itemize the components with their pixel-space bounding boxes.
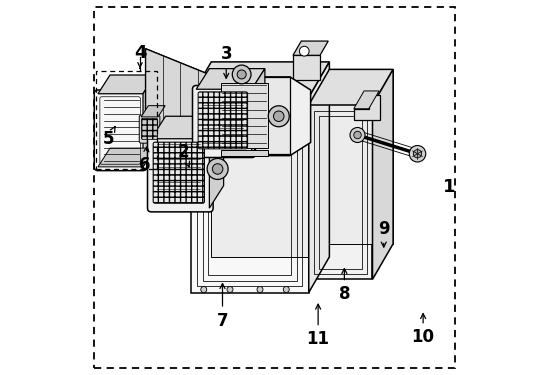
Circle shape <box>299 46 309 56</box>
Circle shape <box>273 111 284 122</box>
FancyBboxPatch shape <box>153 142 205 203</box>
Circle shape <box>409 146 426 162</box>
Text: 5: 5 <box>102 127 115 148</box>
Circle shape <box>354 131 361 139</box>
Circle shape <box>201 286 207 292</box>
Text: 6: 6 <box>139 147 151 174</box>
Polygon shape <box>252 69 265 154</box>
Polygon shape <box>221 83 267 148</box>
Text: 8: 8 <box>339 268 350 303</box>
Circle shape <box>227 286 233 292</box>
FancyBboxPatch shape <box>94 90 147 171</box>
Polygon shape <box>372 69 393 279</box>
Circle shape <box>237 70 246 79</box>
Text: 1: 1 <box>443 178 455 196</box>
Polygon shape <box>191 98 309 292</box>
Polygon shape <box>293 41 328 56</box>
Polygon shape <box>141 106 165 117</box>
Circle shape <box>350 128 365 142</box>
Polygon shape <box>354 94 380 120</box>
Text: 7: 7 <box>217 284 228 330</box>
Text: 10: 10 <box>411 314 434 346</box>
Text: 3: 3 <box>221 45 232 78</box>
Polygon shape <box>98 148 155 167</box>
Polygon shape <box>211 62 329 257</box>
Circle shape <box>232 65 251 84</box>
FancyBboxPatch shape <box>198 92 248 149</box>
Polygon shape <box>309 69 393 105</box>
Polygon shape <box>309 105 372 279</box>
Polygon shape <box>146 49 215 156</box>
FancyBboxPatch shape <box>141 118 158 140</box>
Polygon shape <box>151 116 224 139</box>
Polygon shape <box>210 116 224 208</box>
Polygon shape <box>329 69 393 244</box>
Circle shape <box>212 164 223 174</box>
Bar <box>96 71 157 170</box>
Polygon shape <box>196 69 265 89</box>
Polygon shape <box>215 77 290 154</box>
Polygon shape <box>293 56 320 80</box>
Polygon shape <box>221 150 267 156</box>
Circle shape <box>414 150 422 158</box>
Polygon shape <box>354 91 379 109</box>
Polygon shape <box>191 62 329 98</box>
Polygon shape <box>146 49 311 156</box>
FancyBboxPatch shape <box>147 135 213 212</box>
Polygon shape <box>143 75 155 167</box>
Text: 11: 11 <box>307 304 329 348</box>
Circle shape <box>207 158 228 180</box>
Text: 9: 9 <box>378 220 389 247</box>
Circle shape <box>257 286 263 292</box>
Circle shape <box>268 106 289 127</box>
Circle shape <box>283 286 289 292</box>
Polygon shape <box>309 62 329 292</box>
FancyBboxPatch shape <box>192 86 256 158</box>
Polygon shape <box>98 75 155 94</box>
Text: 4: 4 <box>134 44 146 62</box>
FancyBboxPatch shape <box>139 115 160 143</box>
Text: 2: 2 <box>177 143 190 167</box>
